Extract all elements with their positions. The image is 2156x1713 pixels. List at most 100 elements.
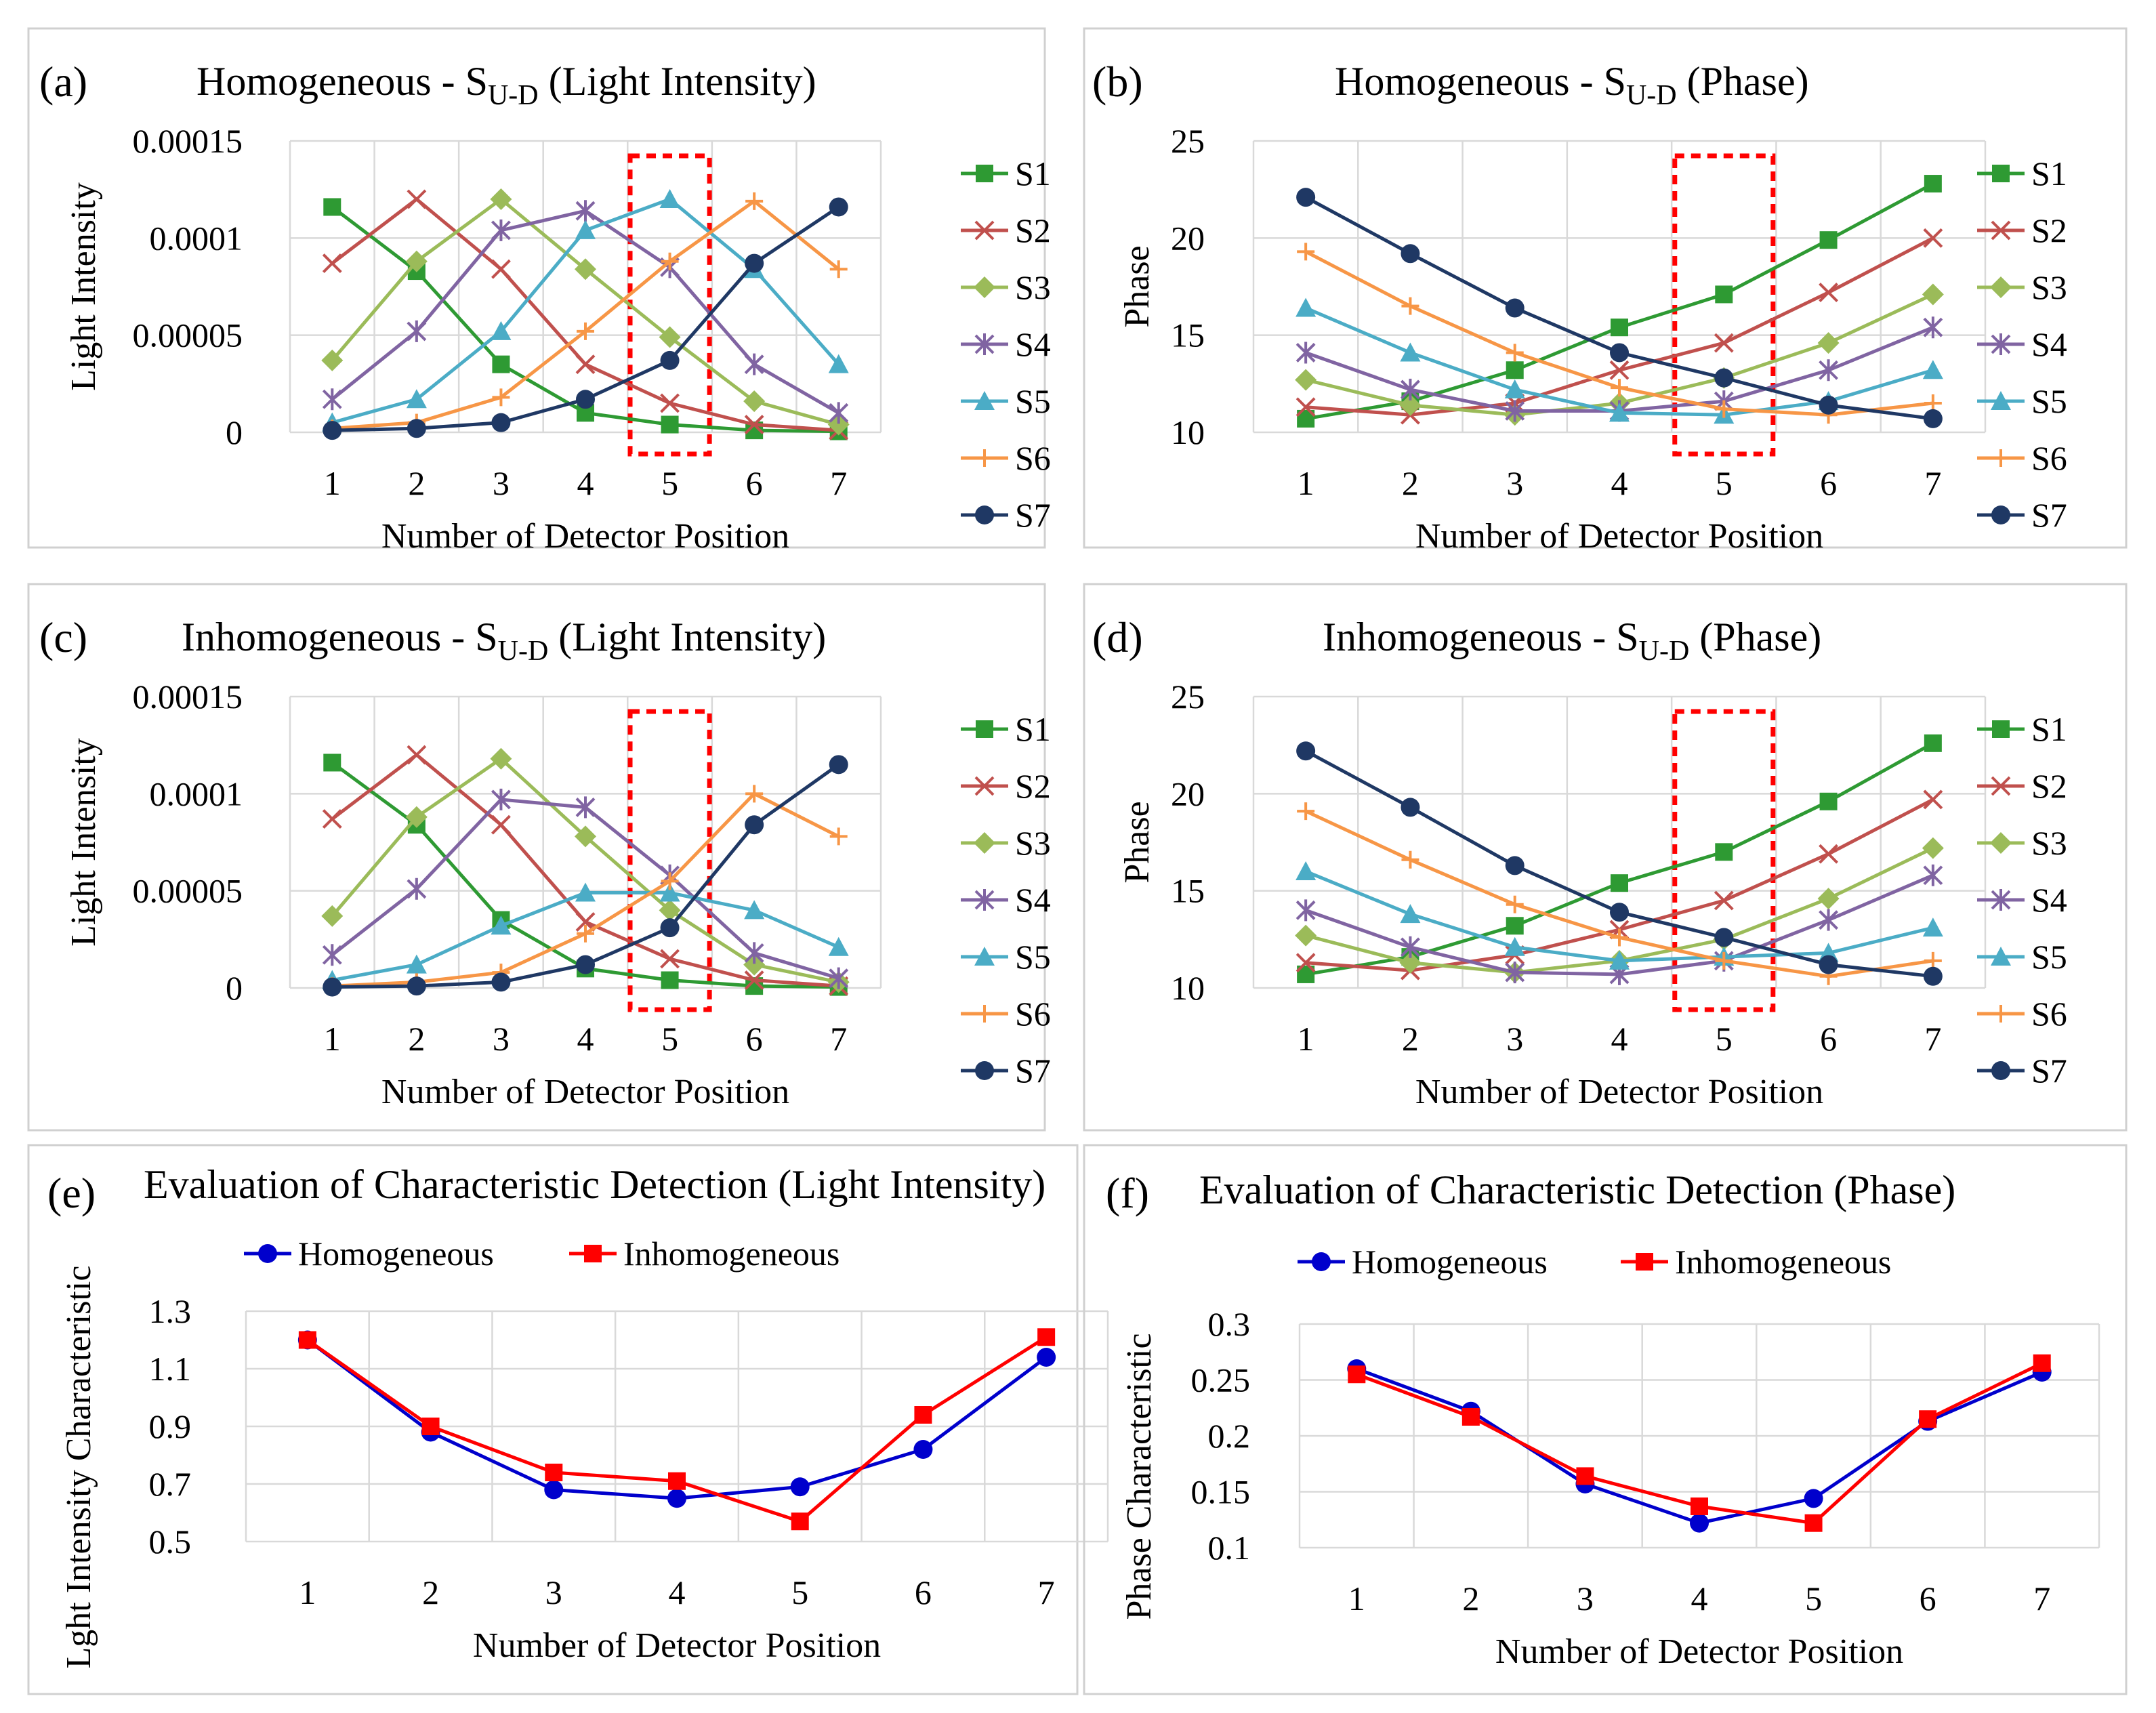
data-point — [1715, 843, 1733, 861]
y-tick-label: 0 — [226, 413, 243, 451]
data-point — [1505, 962, 1525, 984]
x-tick-label: 7 — [1924, 464, 1941, 502]
legend-item: S5 — [1977, 938, 2067, 976]
data-point — [322, 388, 342, 411]
data-point — [660, 918, 680, 938]
data-point — [661, 252, 679, 270]
panel-border — [27, 583, 1046, 1132]
legend-marker — [1991, 1061, 2010, 1080]
legend-item: S5 — [961, 382, 1051, 420]
legend-marker — [1991, 505, 2010, 524]
legend-item: S7 — [1977, 1052, 2067, 1090]
data-point — [1576, 1467, 1594, 1485]
legend-marker — [1991, 391, 2011, 410]
data-point — [745, 785, 764, 803]
x-tick-label: 5 — [1716, 1020, 1733, 1058]
data-point — [1817, 888, 1840, 910]
x-tick-label: 3 — [545, 1573, 562, 1611]
data-point — [421, 1418, 440, 1435]
series-s6 — [1297, 802, 1942, 985]
data-point — [1401, 378, 1420, 400]
series-s7 — [1296, 741, 1943, 986]
data-point — [575, 912, 596, 932]
data-point — [1295, 297, 1317, 317]
data-point — [406, 389, 427, 409]
data-point — [1295, 369, 1317, 391]
data-point — [491, 788, 511, 810]
data-point — [743, 390, 766, 413]
panel-a: 0 0.00005 0.0001 0.00015 1 2 3 4 5 6 7 Number of De… — [27, 27, 1051, 556]
series-inhomogeneous — [1348, 1354, 2051, 1532]
series-s6 — [1297, 243, 1942, 424]
data-point — [1611, 379, 1628, 397]
legend-label: S6 — [1015, 995, 1051, 1033]
y-tick-label: 0.5 — [149, 1523, 192, 1561]
x-tick-label: 5 — [791, 1573, 808, 1611]
data-point — [1401, 297, 1419, 315]
panel-label: (e) — [47, 1169, 96, 1217]
data-point — [321, 349, 344, 371]
data-point — [1611, 874, 1628, 892]
data-point — [1714, 333, 1734, 353]
legend-item: S4 — [1977, 325, 2067, 363]
data-point — [829, 755, 848, 775]
x-tick-label: 4 — [1611, 1020, 1628, 1058]
chart-title-subscript: U-D — [1639, 636, 1690, 667]
series-s4 — [1295, 864, 1943, 985]
chart-title: Inhomogeneous - SU-D (Light Intensity) — [182, 615, 826, 667]
legend-item: S3 — [1977, 268, 2067, 306]
panel-d: 10 15 20 25 1 2 3 4 5 6 7 Number of Detector Positi… — [1083, 583, 2128, 1132]
data-point — [1296, 188, 1316, 207]
panel-border — [1083, 1144, 2128, 1695]
x-tick-label: 5 — [1805, 1580, 1822, 1617]
legend-marker — [258, 1244, 277, 1263]
data-point — [1714, 890, 1734, 911]
legend-marker — [974, 776, 995, 796]
legend-label: S6 — [2031, 439, 2067, 477]
legend-item: S1 — [961, 710, 1051, 748]
data-point — [491, 413, 511, 432]
y-tick-label: 0.9 — [149, 1407, 192, 1445]
y-tick-label: 0.3 — [1208, 1305, 1251, 1343]
data-point — [1609, 403, 1630, 422]
legend-marker — [976, 720, 993, 738]
chart-title: Evaluation of Characteristic Detection (… — [144, 1162, 1045, 1207]
data-point — [1609, 360, 1630, 380]
data-point — [1295, 924, 1317, 947]
y-tick-label: 0.00005 — [133, 872, 243, 910]
x-tick-label: 7 — [830, 464, 847, 502]
data-point — [1400, 904, 1421, 924]
data-point — [2033, 1354, 2051, 1372]
highlight-box — [1672, 153, 1776, 457]
legend: Homogeneous Inhomogeneous — [244, 1235, 839, 1273]
chart-title-suffix: (Phase) — [1677, 59, 1809, 104]
legend-label: Homogeneous — [298, 1235, 494, 1273]
y-tick-label: 10 — [1171, 969, 1205, 1007]
data-point — [1400, 342, 1421, 362]
legend-label: S5 — [1015, 938, 1051, 976]
legend-item: S2 — [961, 767, 1051, 805]
legend-label: S4 — [2031, 325, 2067, 363]
data-point — [1919, 1410, 1937, 1428]
data-point — [577, 322, 594, 340]
x-tick-label: 1 — [1298, 464, 1314, 502]
panel-e: 0.5 0.7 0.9 1.1 1.3 1 2 3 4 5 6 7 Number of Detector… — [27, 1144, 1109, 1695]
data-point — [660, 393, 680, 413]
legend-label: S3 — [1015, 824, 1051, 862]
y-tick-label: 0.25 — [1191, 1361, 1251, 1399]
data-point — [1817, 332, 1840, 354]
legend-item: S7 — [961, 1052, 1051, 1090]
legend-marker — [1991, 776, 2011, 796]
legend-item: S1 — [1977, 710, 2067, 748]
data-point — [1924, 175, 1942, 193]
legend-marker — [1992, 449, 2010, 467]
data-point — [575, 354, 596, 375]
data-point — [661, 415, 679, 434]
y-tick-label: 0.7 — [149, 1465, 192, 1503]
data-point — [323, 754, 341, 772]
x-tick-label: 6 — [746, 464, 763, 502]
x-tick-label: 7 — [2033, 1580, 2050, 1617]
data-point — [575, 825, 596, 848]
legend-marker — [976, 165, 993, 182]
data-point — [913, 1440, 933, 1459]
